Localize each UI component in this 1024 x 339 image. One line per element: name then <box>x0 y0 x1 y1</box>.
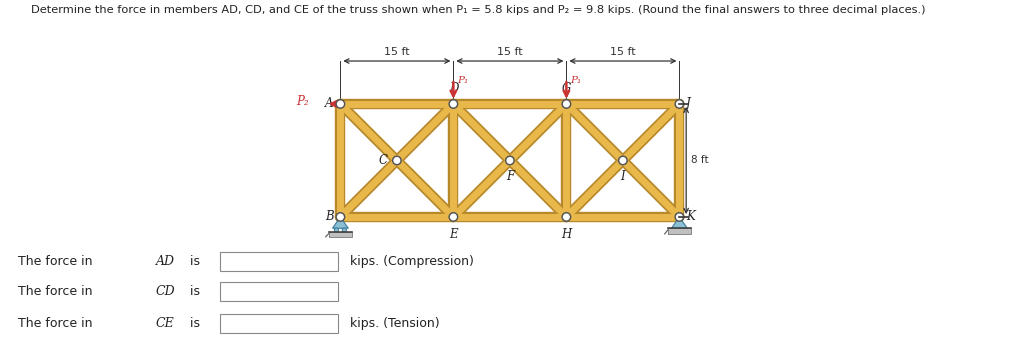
Text: I: I <box>621 170 626 182</box>
Circle shape <box>675 100 684 108</box>
Circle shape <box>562 100 570 108</box>
Circle shape <box>677 101 682 107</box>
Bar <box>220 252 338 271</box>
Text: kips. (Compression): kips. (Compression) <box>350 255 474 267</box>
Bar <box>668 228 691 234</box>
Bar <box>329 232 352 237</box>
Text: F: F <box>506 170 514 182</box>
Circle shape <box>507 158 513 163</box>
Text: D: D <box>449 82 458 95</box>
Polygon shape <box>672 217 687 228</box>
Text: Determine the force in members AD, CD, and CE of the truss shown when P₁ = 5.8 k: Determine the force in members AD, CD, a… <box>31 5 926 15</box>
Circle shape <box>451 214 456 220</box>
Text: is: is <box>186 284 200 298</box>
Bar <box>220 314 338 333</box>
Text: CE: CE <box>156 317 175 330</box>
Text: J: J <box>686 97 691 111</box>
Circle shape <box>338 101 343 107</box>
Text: CD: CD <box>156 284 176 298</box>
Text: A: A <box>325 97 334 111</box>
Text: G: G <box>562 82 571 95</box>
Text: P₁: P₁ <box>457 76 468 85</box>
Text: B: B <box>325 211 334 223</box>
Circle shape <box>621 158 626 163</box>
Text: P₁: P₁ <box>569 76 581 85</box>
Circle shape <box>336 100 345 108</box>
Circle shape <box>563 214 569 220</box>
Circle shape <box>335 228 339 232</box>
Text: C: C <box>379 154 388 167</box>
Circle shape <box>392 156 401 165</box>
Text: 15 ft: 15 ft <box>497 47 522 57</box>
Bar <box>220 282 338 301</box>
Text: The force in: The force in <box>18 255 96 267</box>
Text: AD: AD <box>156 255 175 267</box>
Circle shape <box>451 101 456 107</box>
Text: 15 ft: 15 ft <box>610 47 636 57</box>
Text: P₂: P₂ <box>296 95 309 108</box>
Text: K: K <box>686 211 695 223</box>
Circle shape <box>338 214 343 220</box>
Circle shape <box>563 101 569 107</box>
Circle shape <box>677 214 682 220</box>
Circle shape <box>562 213 570 221</box>
Text: The force in: The force in <box>18 284 96 298</box>
Text: 8 ft: 8 ft <box>690 156 709 165</box>
Circle shape <box>675 213 684 221</box>
Circle shape <box>618 156 627 165</box>
Text: E: E <box>450 228 458 241</box>
Text: is: is <box>186 255 200 267</box>
Circle shape <box>450 213 458 221</box>
Text: H: H <box>561 228 571 241</box>
Text: 15 ft: 15 ft <box>384 47 410 57</box>
Circle shape <box>336 213 345 221</box>
Circle shape <box>450 100 458 108</box>
Text: is: is <box>186 317 200 330</box>
Circle shape <box>394 158 399 163</box>
Polygon shape <box>333 217 348 228</box>
Circle shape <box>342 228 346 232</box>
Circle shape <box>506 156 514 165</box>
Text: The force in: The force in <box>18 317 96 330</box>
Text: kips. (Tension): kips. (Tension) <box>350 317 439 330</box>
